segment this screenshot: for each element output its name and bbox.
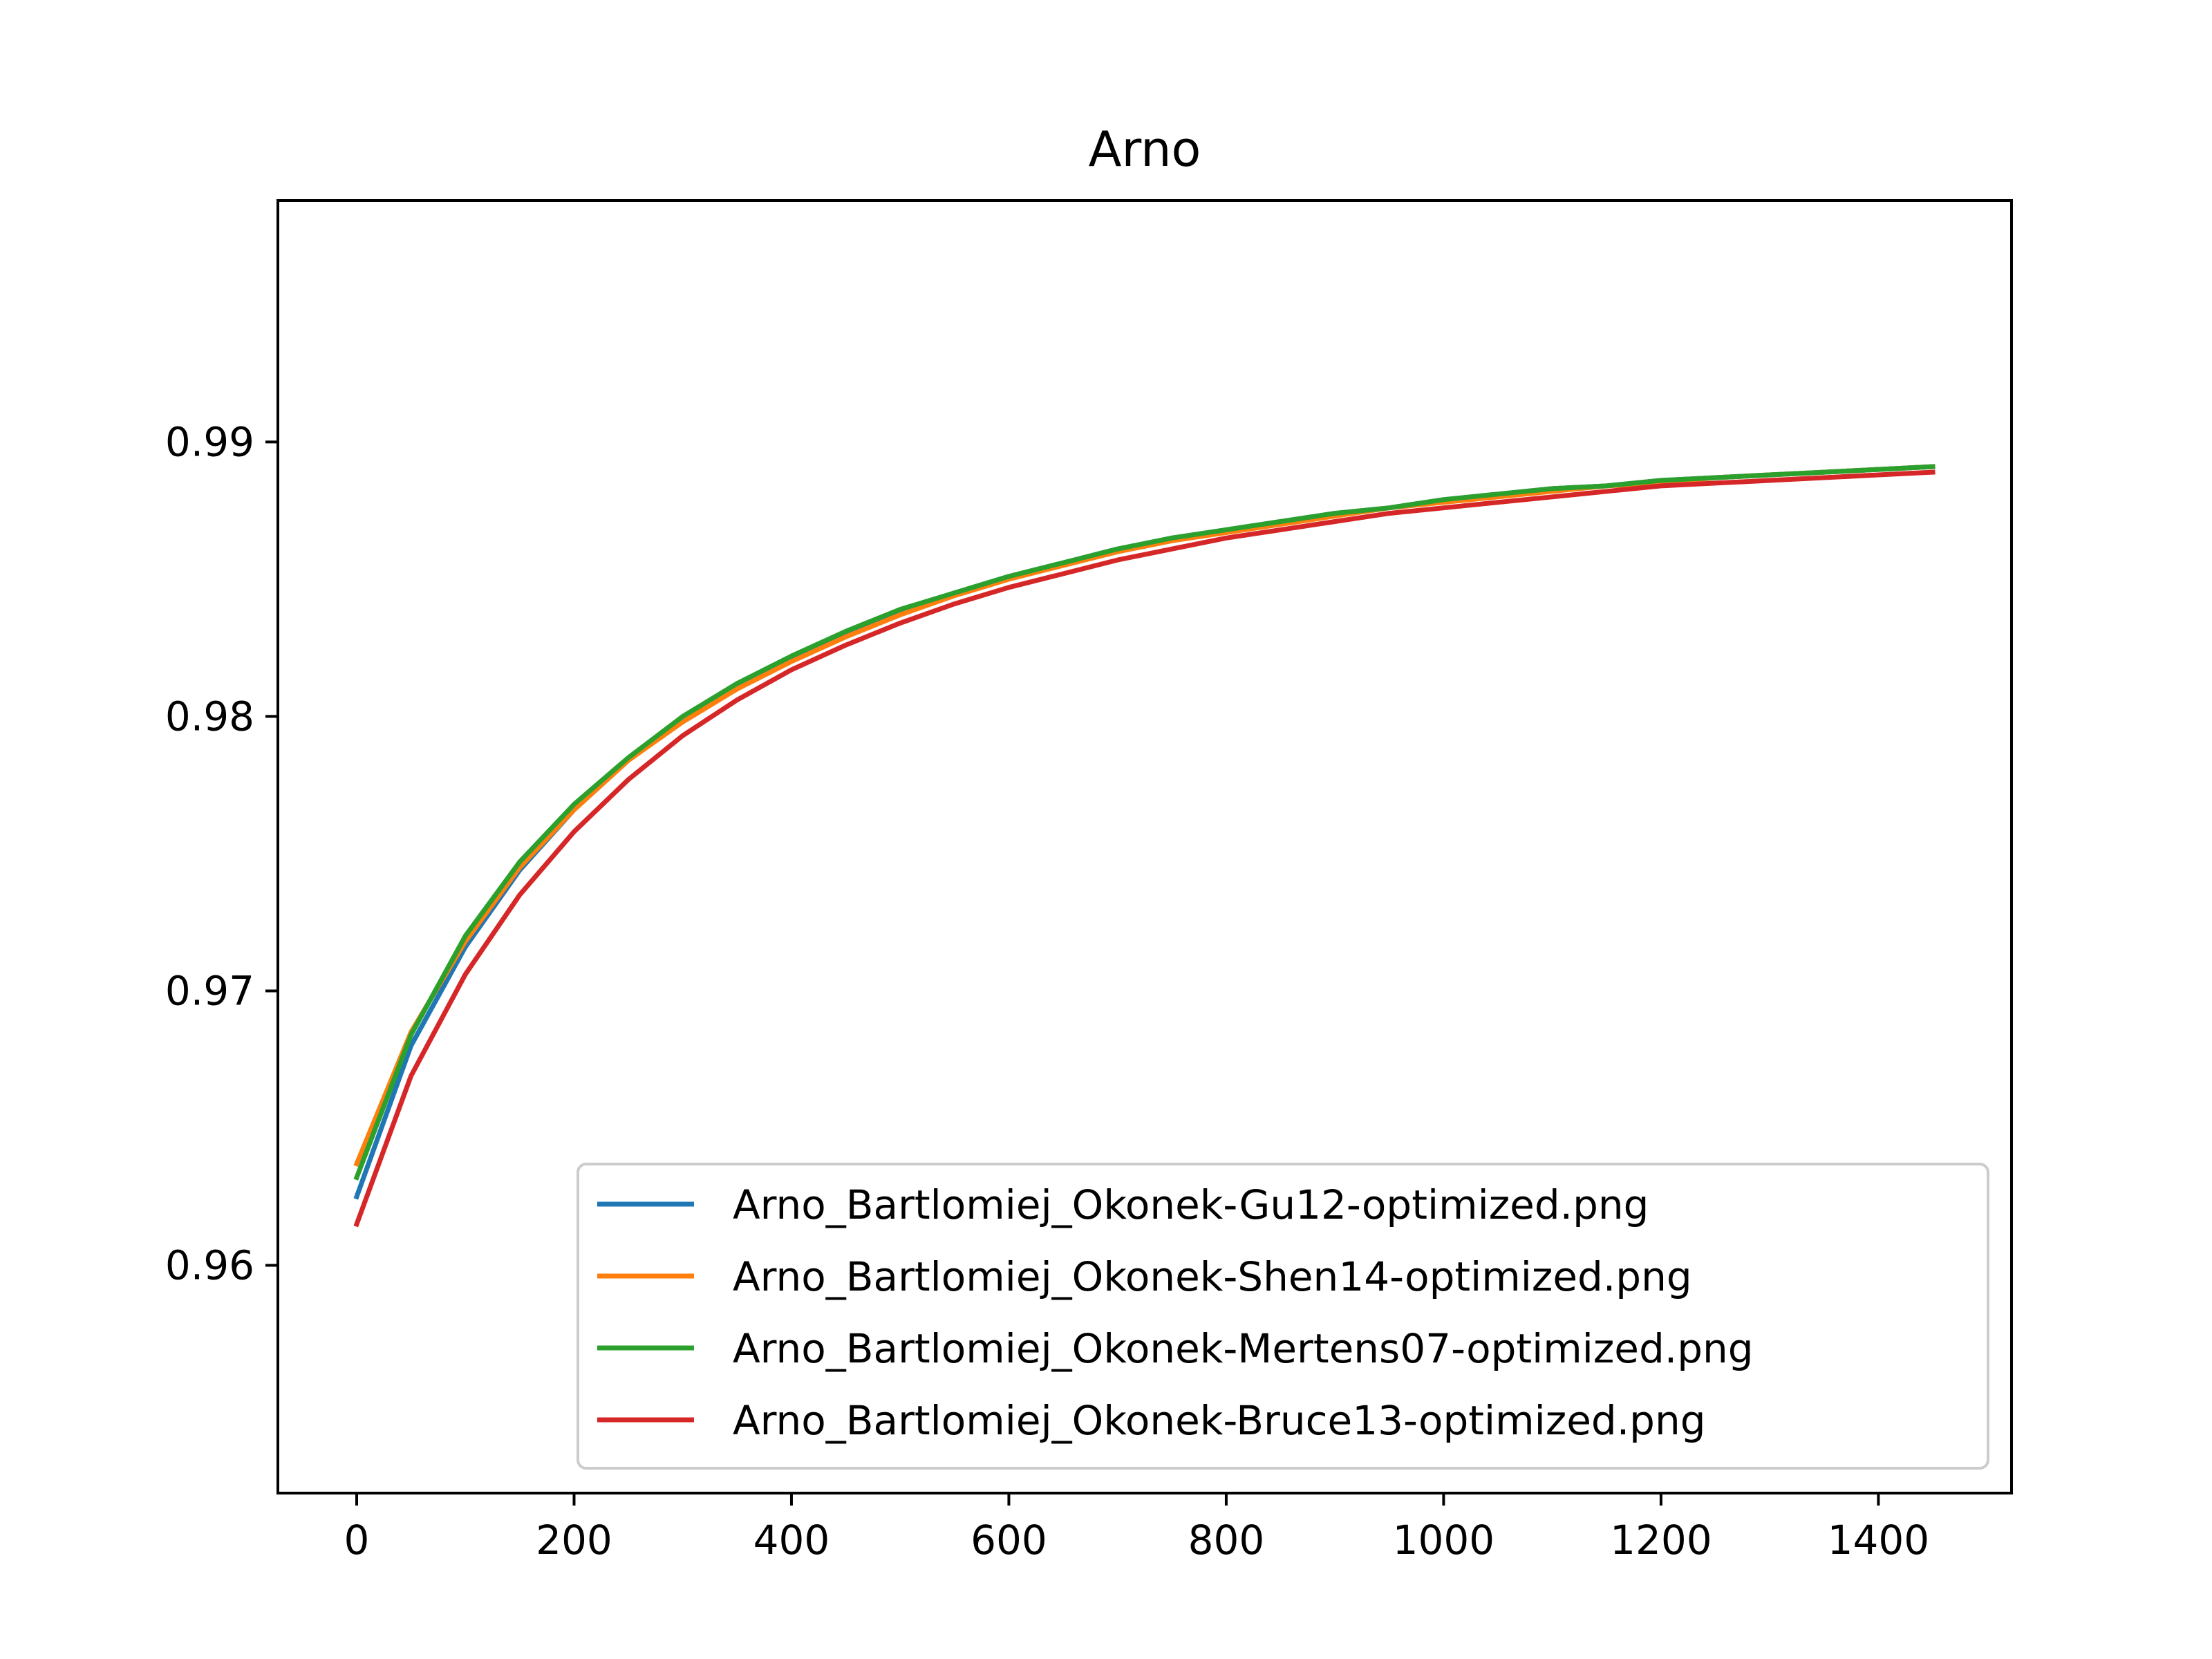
y-tick-label: 0.97	[165, 967, 254, 1014]
x-tick-label: 1000	[1393, 1517, 1495, 1564]
legend-label: Arno_Bartlomiej_Okonek-Bruce13-optimized…	[733, 1397, 1706, 1444]
legend-label: Arno_Bartlomiej_Okonek-Shen14-optimized.…	[733, 1253, 1692, 1300]
y-tick-label: 0.99	[165, 418, 254, 465]
legend: Arno_Bartlomiej_Okonek-Gu12-optimized.pn…	[577, 1163, 1989, 1470]
x-tick-label: 600	[971, 1517, 1047, 1564]
x-tick-label: 800	[1188, 1517, 1265, 1564]
series-layer	[353, 464, 1936, 1228]
y-axis: 0.96 0.97 0.98 0.99	[165, 418, 278, 1288]
x-tick-label: 0	[344, 1517, 370, 1564]
legend-label: Arno_Bartlomiej_Okonek-Mertens07-optimiz…	[733, 1325, 1754, 1372]
x-axis: 0 200 400 600 800 1000 1200 1400	[344, 1493, 1930, 1564]
legend-box	[577, 1163, 1989, 1470]
plot-area-frame	[276, 199, 2013, 1494]
legend-label: Arno_Bartlomiej_Okonek-Gu12-optimized.pn…	[733, 1181, 1649, 1228]
series-line-4	[353, 469, 1936, 1228]
x-tick-label: 1400	[1828, 1517, 1930, 1564]
y-tick-label: 0.96	[165, 1241, 254, 1288]
chart-title: Arno	[1089, 121, 1201, 178]
x-tick-label: 1200	[1610, 1517, 1712, 1564]
x-tick-label: 200	[536, 1517, 612, 1564]
series-line-3	[353, 464, 1936, 1181]
y-tick-label: 0.98	[165, 693, 254, 740]
x-tick-label: 400	[753, 1517, 830, 1564]
